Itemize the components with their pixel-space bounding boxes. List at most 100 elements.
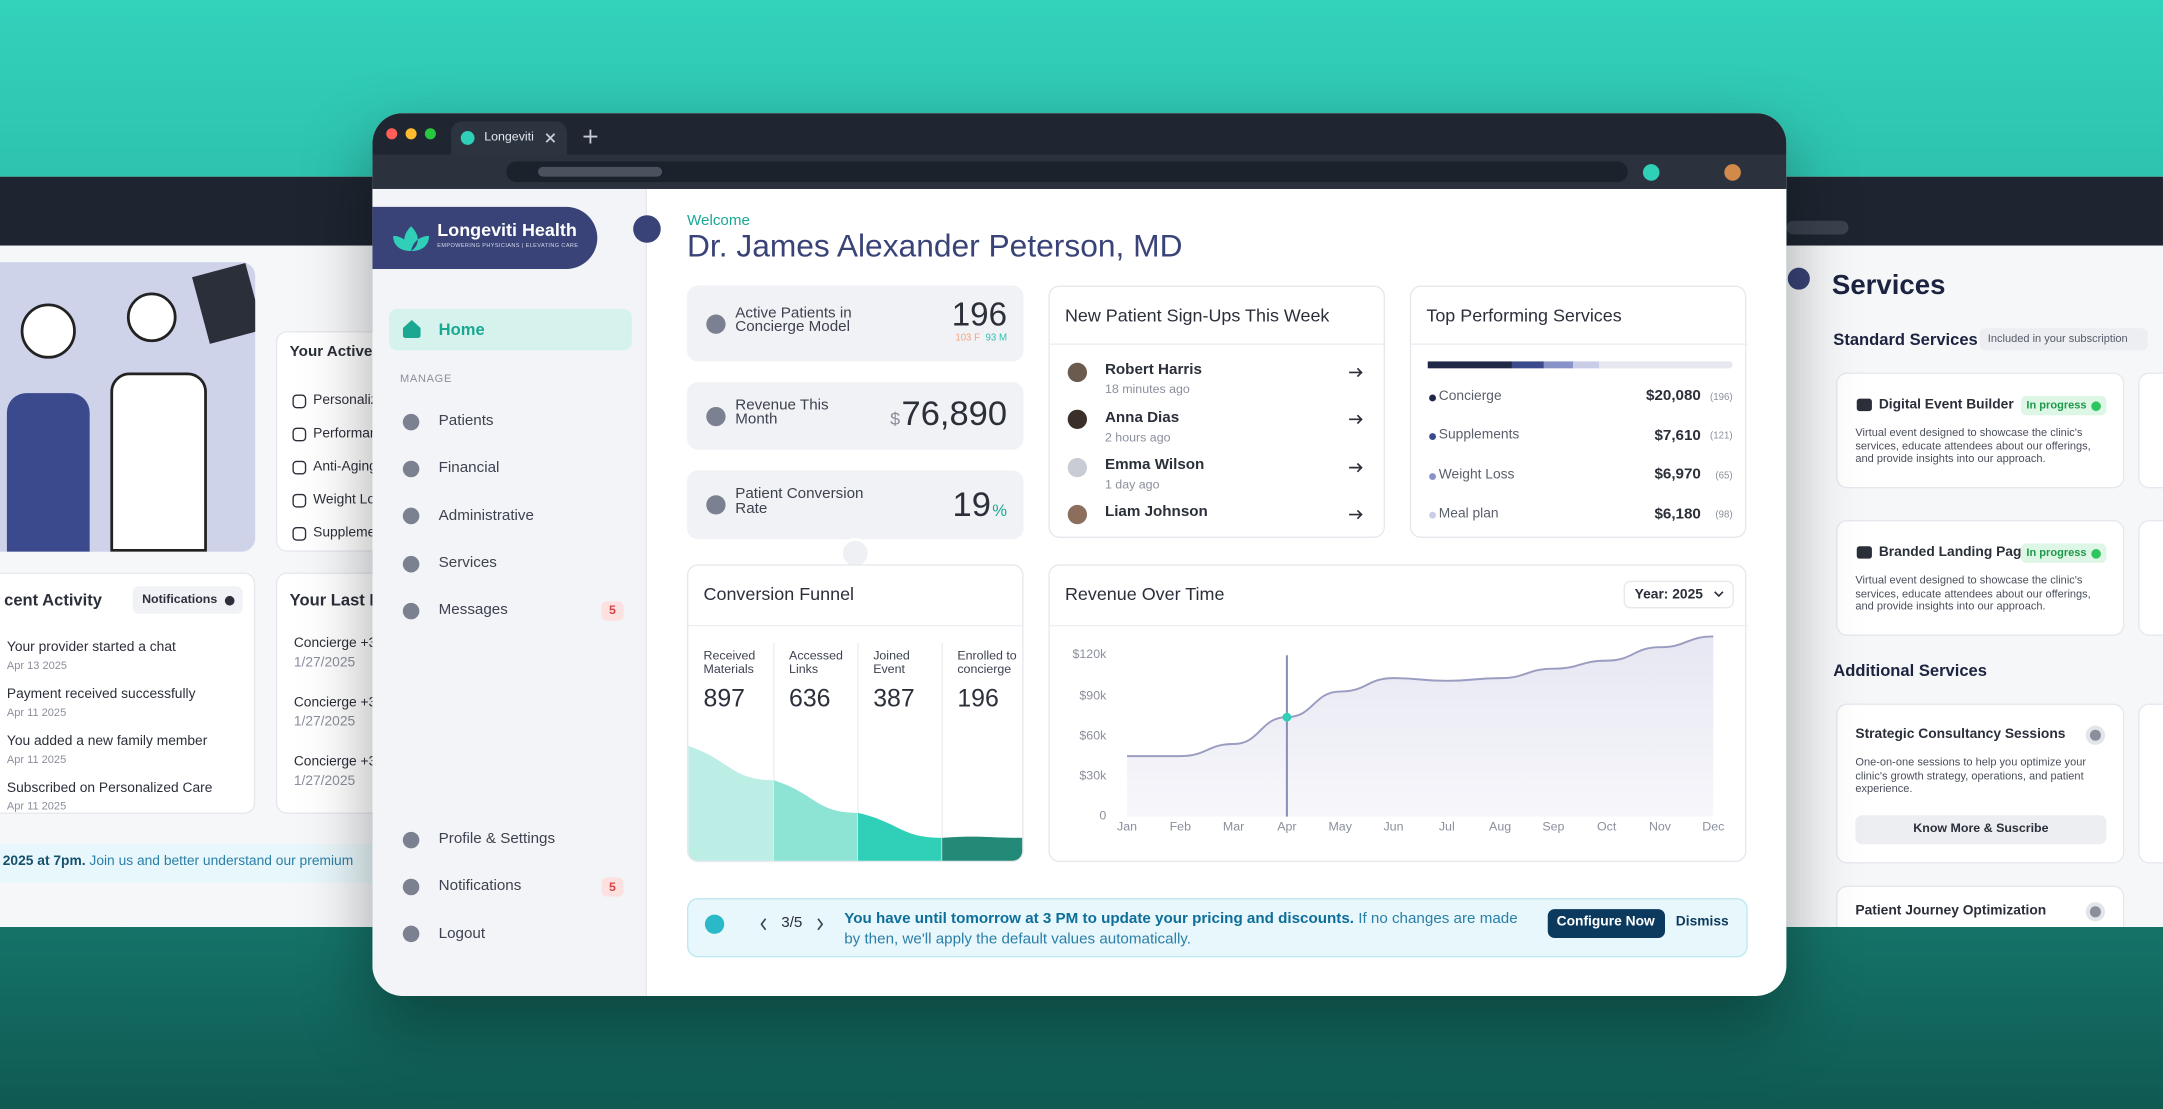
browser-tab[interactable]: Longeviti <box>451 121 567 155</box>
button-label[interactable]: Configure Now <box>1556 914 1655 930</box>
new-tab-icon <box>583 129 598 144</box>
service-icon <box>1856 398 1872 412</box>
subscribe-button[interactable]: Know More & Suscribe <box>1855 815 2107 845</box>
patient-name[interactable]: Robert Harris <box>1104 361 1202 379</box>
stage-label: Enrolled to concierge <box>957 648 1017 677</box>
window-control <box>405 128 417 140</box>
service-name: Performan <box>313 425 373 442</box>
nav-label[interactable]: Home <box>438 319 485 339</box>
nav-item[interactable]: Administrative <box>389 497 632 536</box>
service-card[interactable]: Branded Landing Page In progress Virtual e… <box>1836 520 2125 636</box>
nav-icon <box>402 508 420 525</box>
revenue-area <box>1127 636 1714 817</box>
doctor-name: Dr. James Alexander Peterson, MD <box>686 227 1183 264</box>
activity-text: Subscribed on Personalized Care <box>6 780 213 796</box>
revenue-amount: 76,890 <box>901 394 1008 434</box>
y-tick-label: 0 <box>1099 808 1107 823</box>
x-tick-label: Feb <box>1169 819 1192 834</box>
nav-badge: 5 <box>601 601 624 621</box>
stat-card: Active Patients in Concierge Model 196 103… <box>686 285 1024 362</box>
badge-count: 5 <box>609 603 616 617</box>
nav-icon <box>402 602 420 620</box>
collapse-sidebar-button[interactable] <box>633 215 661 243</box>
hover-point <box>1282 712 1292 722</box>
nav-label[interactable]: Logout <box>438 925 486 942</box>
stat-icon <box>706 313 726 334</box>
patient-avatar <box>1067 457 1088 478</box>
brand-tagline: EMPOWERING PHYSICIANS | ELEVATING CARE <box>437 240 579 248</box>
alert-text: You have until tomorrow at 3 PM to updat… <box>844 909 1534 950</box>
button-label[interactable]: Know More & Suscribe <box>1913 821 2049 836</box>
nav-label[interactable]: Patients <box>438 412 494 430</box>
url-bar <box>1786 220 1849 235</box>
service-name: Concierge <box>1438 388 1502 404</box>
service-card: Patient Journey Optimization <box>1836 885 2125 927</box>
activity-text: Your provider started a chat <box>6 639 176 655</box>
patient-row[interactable]: Emma Wilson 1 day ago <box>1058 449 1378 491</box>
nav-label[interactable]: Financial <box>438 459 500 477</box>
illustration-xray <box>192 263 256 344</box>
bell-icon <box>224 595 234 605</box>
nav-label[interactable]: Messages <box>438 601 508 618</box>
nav-item[interactable]: Messages 5 <box>389 592 632 631</box>
stage-label: Accessed Links <box>789 648 843 677</box>
service-name: Supplements <box>1438 428 1520 444</box>
nav-icon <box>402 926 420 943</box>
patient-name[interactable]: Liam Johnson <box>1104 503 1208 521</box>
nav-item[interactable]: Profile & Settings <box>389 821 632 860</box>
service-icon <box>1856 546 1872 559</box>
legend-dot <box>1428 472 1436 480</box>
payment-date: 1/27/2025 <box>293 654 356 671</box>
configure-button[interactable]: Configure Now <box>1547 909 1666 939</box>
service-description: Virtual event designed to showcase the c… <box>1855 573 2091 613</box>
url-field[interactable] <box>506 161 1628 183</box>
patient-row[interactable]: Anna Dias 2 hours ago <box>1058 402 1378 444</box>
nav-label[interactable]: Services <box>438 554 497 571</box>
funnel-band <box>688 745 774 861</box>
patient-name[interactable]: Emma Wilson <box>1104 456 1205 474</box>
notifications-button[interactable]: Notifications <box>132 586 243 614</box>
service-revenue: $6,970 <box>1654 466 1701 484</box>
conversion-value: 19 <box>952 485 991 525</box>
window-control <box>386 128 398 140</box>
payment-text: Concierge +3 <box>293 635 373 651</box>
nav-label[interactable]: Profile & Settings <box>438 830 556 848</box>
event-banner: 2025 at 7pm. Join us and better understa… <box>0 844 373 883</box>
illustration-body <box>6 393 90 552</box>
collapse-button <box>1787 267 1810 290</box>
service-count: (98) <box>1715 510 1733 521</box>
card-title: Your Active S <box>289 343 373 361</box>
bar-segment <box>1543 361 1574 369</box>
patient-avatar <box>1067 505 1088 525</box>
patient-row[interactable]: Robert Harris 18 minutes ago <box>1058 355 1378 396</box>
patient-row[interactable]: Liam Johnson <box>1058 497 1378 538</box>
nav-label[interactable]: Notifications <box>438 877 522 895</box>
dismiss-button[interactable]: Dismiss <box>1675 914 1729 930</box>
patient-name[interactable]: Anna Dias <box>1104 409 1180 426</box>
dropdown-label[interactable]: Year: 2025 <box>1634 587 1703 603</box>
y-tick-label: $60k <box>1079 728 1107 743</box>
nav-item[interactable]: Notifications 5 <box>389 868 632 907</box>
payment-date: 1/27/2025 <box>293 714 356 730</box>
included-badge: Included in your subscription <box>1979 328 2148 351</box>
nav-item[interactable]: Financial <box>389 450 632 489</box>
nav-label[interactable]: Administrative <box>438 507 534 524</box>
service-description: One-on-one sessions to help you optimize… <box>1855 755 2087 795</box>
nav-home[interactable]: Home <box>389 308 632 351</box>
service-icon <box>292 427 307 442</box>
nav-item[interactable]: Logout <box>389 915 632 954</box>
next-card-edge <box>2138 372 2163 489</box>
status-label: In progress <box>2026 398 2087 412</box>
year-dropdown[interactable]: Year: 2025 <box>1623 580 1734 609</box>
section-label: MANAGE <box>400 372 453 385</box>
bar-segment <box>1511 361 1544 369</box>
service-name: Meal plan <box>1438 506 1499 522</box>
logo-petal <box>393 226 430 252</box>
service-card[interactable]: Digital Event Builder In progress Virtual … <box>1836 372 2125 489</box>
nav-item[interactable]: Patients <box>389 403 632 442</box>
service-card: Strategic Consultancy Sessions One-on-one… <box>1836 703 2125 864</box>
legend-dot <box>1428 393 1436 401</box>
nav-item[interactable]: Services <box>389 544 632 583</box>
stage-label: Received Materials <box>703 648 756 677</box>
brand-logo <box>393 226 430 252</box>
